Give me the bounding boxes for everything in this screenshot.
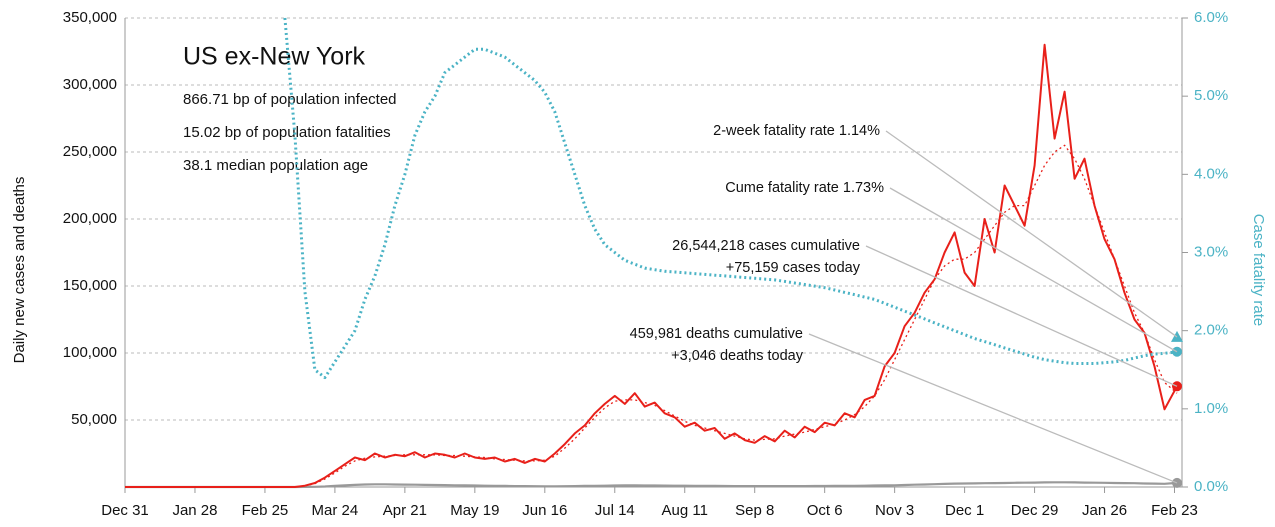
x-tick-label: Nov 3: [875, 502, 914, 519]
x-tick-label: Sep 8: [735, 502, 774, 519]
annotation: 26,544,218 cases cumulative: [672, 238, 860, 254]
y-tick-label: 350,000: [63, 9, 117, 26]
y2-axis-label: Case fatality rate: [1250, 214, 1267, 327]
series-line: [125, 43, 1178, 488]
leader-line: [885, 130, 1178, 338]
annotation: +3,046 deaths today: [671, 348, 804, 364]
x-tick-label: May 19: [450, 502, 499, 519]
y2-tick-label: 5.0%: [1194, 87, 1228, 104]
x-tick-label: Jul 14: [595, 502, 635, 519]
y-tick-label: 300,000: [63, 76, 117, 93]
y2-tick-label: 3.0%: [1194, 243, 1228, 260]
x-tick-label: Jun 16: [522, 502, 567, 519]
subtitle: 866.71 bp of population infected: [183, 91, 397, 108]
x-tick-label: Aug 11: [662, 502, 708, 519]
y-tick-label: 100,000: [63, 344, 117, 361]
y-tick-label: 250,000: [63, 143, 117, 160]
x-tick-label: Dec 31: [101, 502, 149, 519]
y2-tick-label: 2.0%: [1194, 322, 1228, 339]
x-tick-label: Jan 26: [1082, 502, 1127, 519]
y-axis-label: Daily new cases and deaths: [11, 177, 28, 364]
leader-line: [808, 333, 1178, 484]
annotation: 2-week fatality rate 1.14%: [713, 123, 880, 139]
y2-tick-label: 6.0%: [1194, 9, 1228, 26]
y-tick-label: 50,000: [71, 411, 117, 428]
subtitle: 15.02 bp of population fatalities: [183, 124, 391, 141]
x-tick-label: Mar 24: [312, 502, 359, 519]
annotation: 459,981 deaths cumulative: [630, 326, 803, 342]
subtitle: 38.1 median population age: [183, 157, 368, 174]
x-tick-label: Apr 21: [383, 502, 427, 519]
x-tick-label: Feb 23: [1151, 502, 1198, 519]
annotation: +75,159 cases today: [726, 260, 861, 276]
x-tick-label: Dec 29: [1011, 502, 1059, 519]
y-tick-label: 150,000: [63, 277, 117, 294]
y2-tick-label: 1.0%: [1194, 400, 1228, 417]
x-tick-label: Dec 1: [945, 502, 984, 519]
annotation: Cume fatality rate 1.73%: [725, 180, 884, 196]
leader-line: [865, 245, 1178, 387]
y-tick-label: 200,000: [63, 210, 117, 227]
x-tick-label: Oct 6: [807, 502, 843, 519]
leader-line: [889, 187, 1178, 353]
series-line: [283, 17, 1178, 380]
y2-tick-label: 4.0%: [1194, 165, 1228, 182]
x-tick-label: Feb 25: [242, 502, 289, 519]
x-tick-label: Jan 28: [172, 502, 217, 519]
chart-title: US ex-New York: [183, 43, 366, 71]
y2-tick-label: 0.0%: [1194, 478, 1228, 495]
series-line: [304, 144, 1178, 487]
